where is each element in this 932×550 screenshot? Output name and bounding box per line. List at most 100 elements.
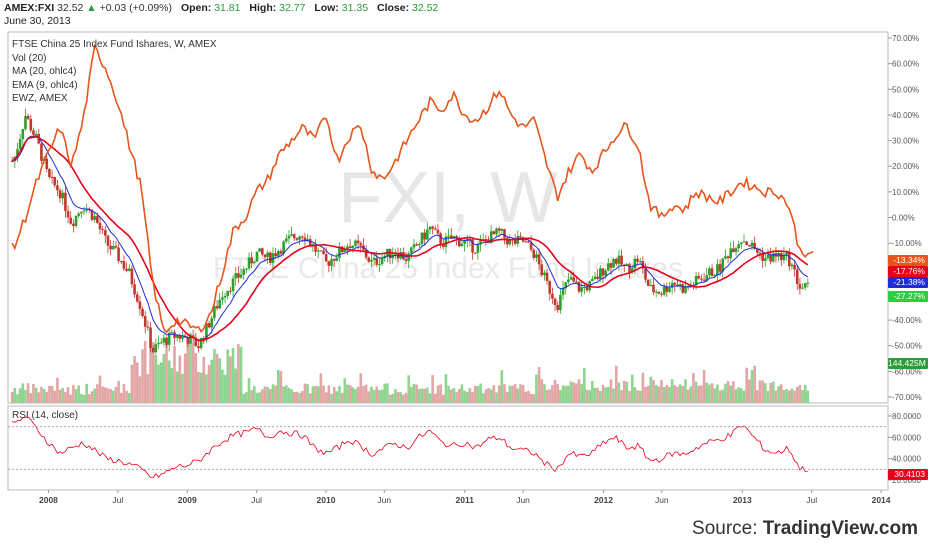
candle-body [793,264,796,270]
candle-body [157,342,160,345]
volume-bar [763,383,767,403]
candle-body [61,192,65,199]
source-prefix: Source: [692,518,763,539]
volume-bar [646,385,650,403]
candle-body [708,268,711,276]
candle-body [519,236,522,238]
volume-bar [223,374,227,403]
candle-body [231,278,235,292]
candle-body [149,327,152,348]
candle-body [29,118,33,131]
volume-bar [705,382,709,403]
volume-bar [697,385,701,403]
volume-bar [588,390,591,403]
volume-bar [338,385,341,403]
volume-bar [511,385,514,403]
volume-bar [378,390,381,403]
volume-bar [527,390,530,403]
candle-body [606,263,610,271]
candle-body [338,246,341,258]
volume-bar [583,368,586,403]
candle-body [771,253,775,262]
volume-bar [745,367,748,403]
volume-bar [428,393,432,403]
volume-bar [255,392,259,403]
candle-body [287,235,291,239]
volume-bar [418,388,421,403]
legend-item-4[interactable]: EWZ, AMEX [12,93,68,105]
legend-item-1[interactable]: Vol (20) [12,52,47,64]
volume-bar [226,349,230,403]
volume-bar [412,384,416,403]
candle-body [10,161,14,163]
candle-body [537,254,541,265]
candle-body [513,239,517,244]
volume-bar [795,386,799,403]
volume-bar [133,356,136,403]
volume-bar [798,385,802,403]
volume-bar [620,390,623,403]
volume-bar [104,387,107,403]
volume-bar [80,393,83,403]
candle-body [250,257,253,264]
candle-body [359,243,363,246]
volume-bar [535,374,538,403]
volume-bar [271,384,275,403]
candle-body [58,190,62,199]
volume-bar [37,392,41,403]
candle-body [343,249,347,252]
candle-body [415,244,418,246]
volume-bar [761,380,764,403]
volume-bar [410,386,413,403]
volume-bar [782,390,786,403]
candle-body [351,245,355,249]
candle-body [284,238,288,242]
x-tick-label: Jun [516,495,530,505]
candle-body [50,176,54,178]
legend-item-2[interactable]: MA (20, ohlc4) [12,66,77,78]
x-tick-label: 2008 [39,495,58,505]
volume-bar [82,394,86,403]
candle-body [412,244,416,248]
volume-bar [96,384,99,403]
volume-bar [598,390,602,403]
x-tick-label: Jul [251,495,262,505]
volume-bar [479,383,482,403]
indicator-legend: FTSE China 25 Index Fund Ishares, W, AME… [12,38,217,106]
candle-body [24,115,27,130]
candle-body [601,268,605,276]
volume-bar [186,337,190,403]
high-label: High: [249,2,277,14]
y-tick-label: -10.00% [892,239,922,248]
volume-bar [386,383,389,403]
candle-body [740,242,743,245]
candle-body [223,296,227,298]
candle-body [324,254,328,262]
candle-body [441,245,445,248]
volume-bar [258,392,261,403]
volume-bar [676,386,679,403]
candle-body [261,248,264,255]
candle-body [380,258,384,265]
volume-bar [138,376,142,403]
volume-bar [197,371,200,403]
legend-item-0[interactable]: FTSE China 25 Index Fund Ishares, W, AME… [12,39,217,50]
volume-bar [572,382,575,403]
candle-body [439,233,442,246]
price-change: +0.03 (+0.09%) [99,2,173,14]
volume-bar [593,387,597,403]
volume-bar [750,370,754,403]
volume-bar [202,356,206,403]
volume-bar [551,385,554,403]
up-arrow-icon: ▲ [86,2,97,14]
candle-body [705,275,709,281]
candle-body [96,216,99,223]
candle-body [652,284,655,293]
candle-body [56,185,59,191]
volume-bar [90,391,94,403]
candle-body [495,228,498,235]
candle-body [117,247,120,261]
candle-body [545,272,549,281]
candle-body [74,215,78,227]
legend-item-3[interactable]: EMA (9, ohlc4) [12,79,78,91]
